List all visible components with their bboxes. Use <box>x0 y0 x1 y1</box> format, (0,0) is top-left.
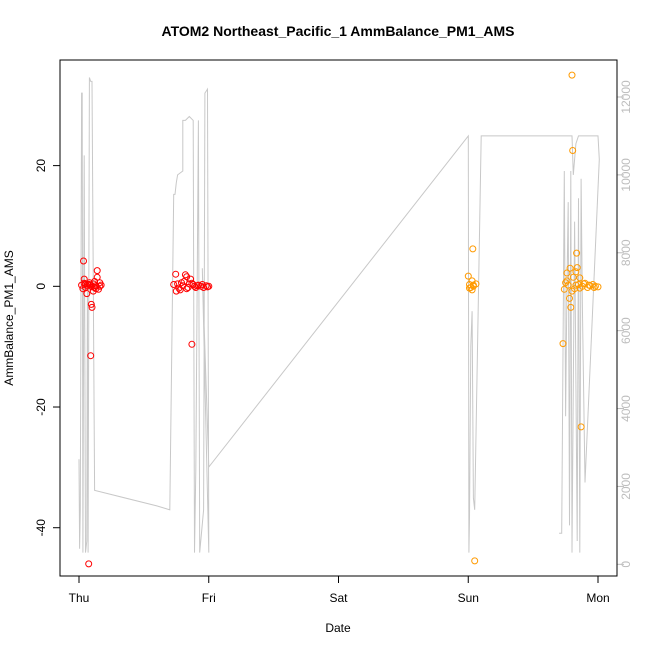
y-tick-label: -40 <box>34 519 48 537</box>
data-point <box>573 249 581 257</box>
background-line-layer <box>78 77 600 553</box>
data-point <box>181 271 189 279</box>
data-point <box>580 280 588 288</box>
data-point <box>594 283 602 291</box>
x-tick-label: Mon <box>586 591 609 605</box>
data-point <box>575 281 582 288</box>
y2-tick-label: 12000 <box>619 80 633 114</box>
data-point <box>85 281 93 288</box>
data-point <box>591 282 599 290</box>
data-point <box>96 282 104 290</box>
data-point <box>564 281 572 289</box>
data-point <box>93 267 101 275</box>
x-tick-label: Sat <box>329 591 348 605</box>
y2-tick-label: 2000 <box>619 473 633 500</box>
x-tick-label: Sun <box>458 591 479 605</box>
data-point <box>184 284 192 291</box>
y2-tick-label: 4000 <box>619 395 633 422</box>
data-point <box>202 282 210 290</box>
data-point <box>573 264 581 272</box>
data-point <box>568 71 576 79</box>
data-point <box>172 287 180 295</box>
data-point <box>590 284 598 291</box>
data-point <box>97 281 105 289</box>
data-point <box>569 273 577 281</box>
y2-tick-label: 0 <box>619 561 633 568</box>
data-point <box>566 264 574 272</box>
data-point <box>170 281 178 288</box>
x-tick-label: Fri <box>202 591 216 605</box>
data-point <box>567 303 575 311</box>
data-point <box>85 560 93 568</box>
data-point <box>568 287 576 295</box>
data-point <box>178 279 185 287</box>
data-point <box>82 280 89 288</box>
data-point <box>576 284 584 292</box>
y2-tick-label: 6000 <box>619 317 633 344</box>
data-point <box>464 272 472 280</box>
data-point <box>563 277 571 285</box>
data-point <box>87 352 95 360</box>
data-point <box>559 340 567 348</box>
data-point <box>183 285 191 293</box>
chart-title: ATOM2 Northeast_Pacific_1 AmmBalance_PM1… <box>162 23 515 39</box>
data-point <box>577 423 585 431</box>
background-series-line <box>78 77 600 553</box>
y-tick-label: -20 <box>34 398 48 416</box>
data-point <box>80 275 88 283</box>
data-point <box>204 283 211 291</box>
data-point <box>172 270 180 278</box>
data-point <box>569 147 577 154</box>
data-point <box>187 275 195 283</box>
data-point <box>188 340 196 348</box>
points-layer <box>78 71 602 568</box>
x-axis-label: Date <box>325 621 351 635</box>
y-tick-label: 20 <box>34 159 48 173</box>
axes-layer: Thu Fri Sat Sun Mon -40 -20 0 20 0 2000 4000 6000 800… <box>34 80 633 605</box>
y2-tick-label: 10000 <box>619 158 633 192</box>
y-tick-label: 0 <box>34 283 48 290</box>
data-point <box>88 303 96 311</box>
data-point <box>469 281 477 289</box>
plot-frame <box>59 59 618 577</box>
data-point <box>80 257 87 265</box>
data-point <box>91 284 99 291</box>
data-point <box>563 269 571 277</box>
x-tick-label: Thu <box>69 591 90 605</box>
data-point <box>193 282 201 290</box>
data-point <box>560 285 568 293</box>
y2-tick-label: 8000 <box>619 239 633 266</box>
data-point <box>87 300 95 308</box>
y-axis-label: AmmBalance_PM1_AMS <box>2 250 16 385</box>
data-point <box>572 268 580 276</box>
data-point <box>471 557 479 565</box>
data-point <box>83 290 91 298</box>
data-point <box>93 273 101 281</box>
data-point <box>566 294 573 302</box>
data-point <box>469 245 477 253</box>
data-point <box>576 274 584 282</box>
